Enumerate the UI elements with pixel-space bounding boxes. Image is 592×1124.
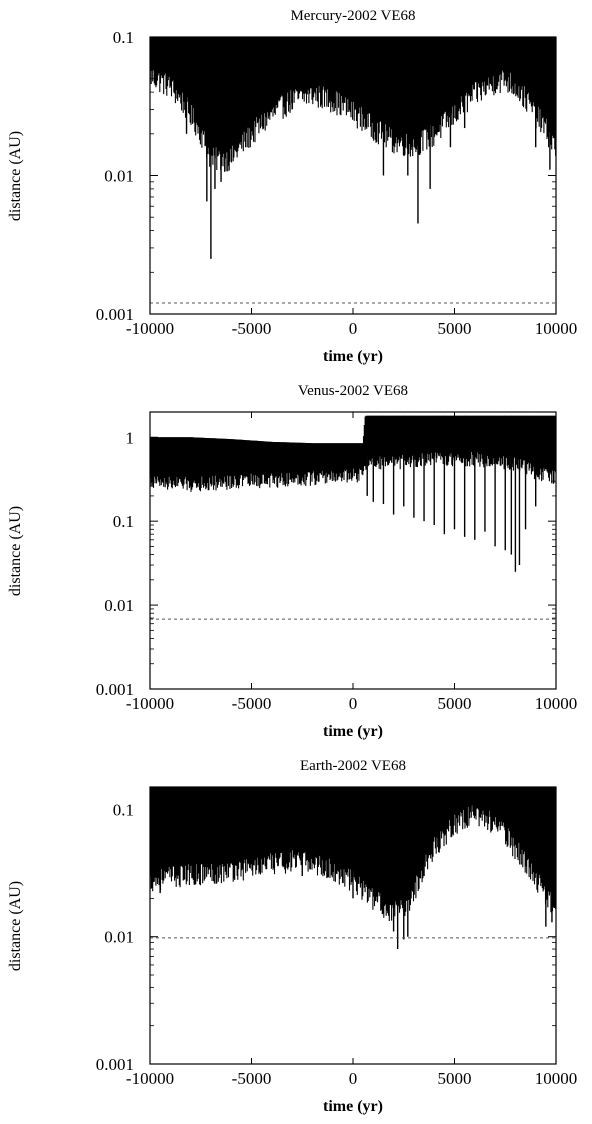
x-tick-label: -5000 [232, 694, 272, 713]
chart-venus: Venus-2002 VE68 time (yr) distance (AU) … [7, 383, 578, 740]
chart-panel-mercury: Mercury-2002 VE68 time (yr) distance (AU… [0, 0, 592, 374]
y-tick-label: 0.1 [113, 28, 134, 47]
x-tick-label: -10000 [126, 319, 174, 338]
chart-panel-earth: Earth-2002 VE68 time (yr) distance (AU) … [0, 750, 592, 1124]
x-axis-label: time (yr) [323, 1098, 383, 1115]
x-axis-label: time (yr) [323, 348, 383, 365]
y-tick-label: 0.001 [96, 305, 134, 324]
chart-earth: Earth-2002 VE68 time (yr) distance (AU) … [7, 758, 578, 1115]
y-tick-label: 0.01 [104, 928, 134, 947]
x-tick-label: 10000 [535, 1069, 578, 1088]
x-tick-label: 0 [349, 319, 358, 338]
x-tick-label: 10000 [535, 694, 578, 713]
x-axis-label: time (yr) [323, 723, 383, 740]
x-tick-label: 5000 [438, 319, 472, 338]
y-axis-label: distance (AU) [7, 506, 24, 596]
y-tick-label: 0.001 [96, 680, 134, 699]
y-tick-label: 0.01 [104, 596, 134, 615]
chart-title: Venus-2002 VE68 [298, 383, 408, 399]
x-tick-label: -5000 [232, 1069, 272, 1088]
x-tick-label: -10000 [126, 1069, 174, 1088]
y-axis-label: distance (AU) [7, 881, 24, 971]
y-tick-label: 0.001 [96, 1055, 134, 1074]
x-tick-label: 0 [349, 1069, 358, 1088]
series-band [149, 787, 557, 950]
series-band [149, 415, 557, 572]
x-tick-label: 5000 [438, 1069, 472, 1088]
x-tick-label: 0 [349, 694, 358, 713]
chart-panel-venus: Venus-2002 VE68 time (yr) distance (AU) … [0, 375, 592, 749]
x-tick-label: -10000 [126, 694, 174, 713]
x-tick-label: 10000 [535, 319, 578, 338]
y-tick-label: 0.1 [113, 512, 134, 531]
chart-title: Earth-2002 VE68 [300, 758, 406, 774]
band-fill [150, 37, 556, 107]
y-tick-label: 0.1 [113, 800, 134, 819]
y-tick-label: 0.01 [104, 167, 134, 186]
y-axis-label: distance (AU) [7, 131, 24, 221]
x-tick-label: -5000 [232, 319, 272, 338]
chart-mercury: Mercury-2002 VE68 time (yr) distance (AU… [7, 8, 578, 365]
chart-title: Mercury-2002 VE68 [290, 8, 415, 24]
y-tick-label: 1 [126, 428, 135, 447]
series-band [149, 37, 557, 259]
x-tick-label: 5000 [438, 694, 472, 713]
